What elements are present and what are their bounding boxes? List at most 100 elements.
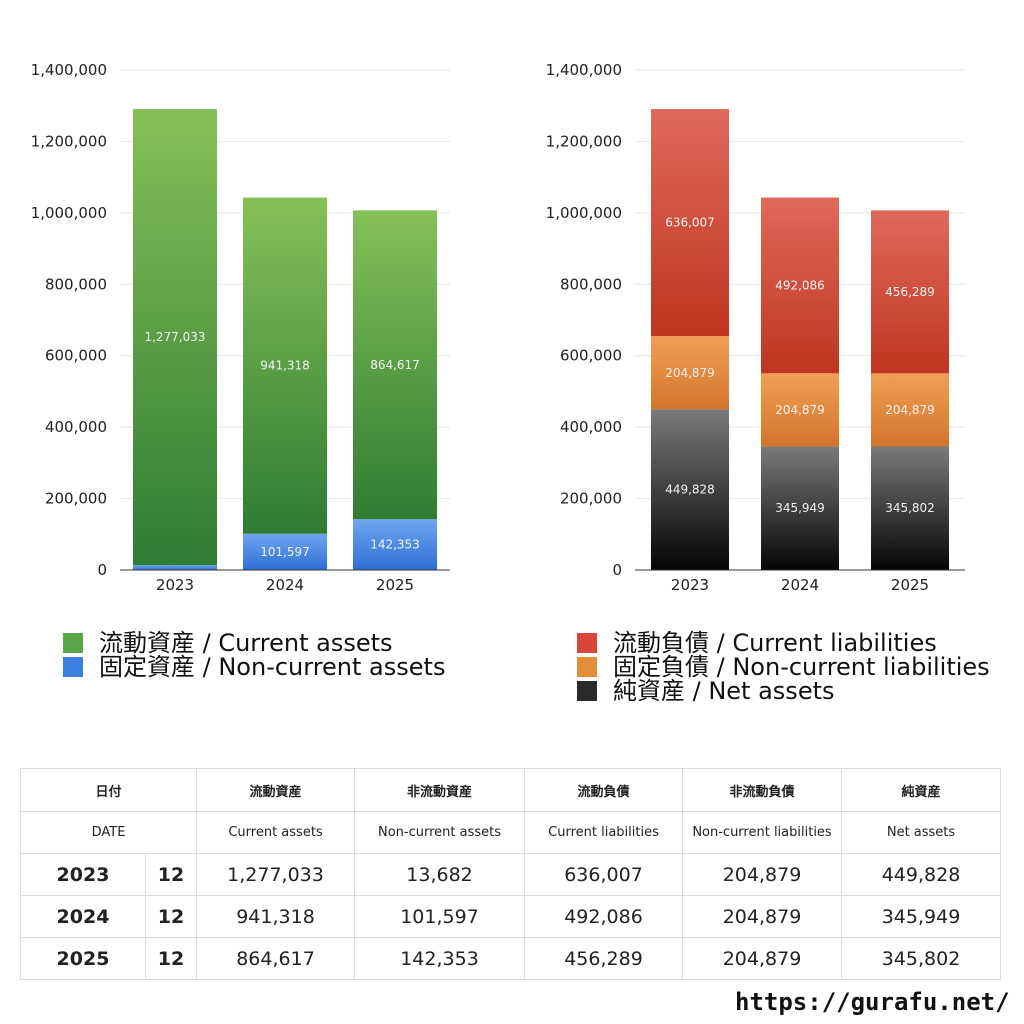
y-tick-label: 400,000 <box>560 418 622 436</box>
assets-legend: 流動資産 / Current assets 固定資産 / Non-current… <box>63 631 445 679</box>
cell-non-current-liabilities: 204,879 <box>682 853 843 896</box>
header-c3-en: Current liabilities <box>524 811 684 854</box>
bar-current-assets <box>353 210 437 520</box>
y-tick-label: 1,000,000 <box>31 204 107 222</box>
data-label: 101,597 <box>260 545 310 559</box>
y-tick-label: 600,000 <box>560 347 622 365</box>
header-c1-en: Current assets <box>196 811 356 854</box>
cell-current-assets: 864,617 <box>196 937 356 980</box>
cell-non-current-liabilities: 204,879 <box>682 937 843 980</box>
legend-item-non-current-assets: 固定資産 / Non-current assets <box>63 655 445 679</box>
cell-net-assets: 449,828 <box>841 853 1002 896</box>
row-month: 12 <box>144 937 198 980</box>
data-label: 449,828 <box>665 483 715 497</box>
cell-current-liabilities: 636,007 <box>524 853 684 896</box>
data-label: 1,277,033 <box>144 330 205 344</box>
x-tick-label: 2024 <box>266 576 304 594</box>
cell-non-current-assets: 101,597 <box>354 895 526 938</box>
data-label: 492,086 <box>775 278 825 292</box>
bar-non-current-liabilities <box>761 373 839 447</box>
bar-current-assets <box>243 197 327 534</box>
legend-swatch <box>577 657 597 677</box>
bar-net-assets <box>651 409 729 570</box>
x-tick-label: 2024 <box>781 576 819 594</box>
legend-swatch <box>63 657 83 677</box>
header-c5-en: Net assets <box>841 811 1002 854</box>
y-tick-label: 400,000 <box>45 418 107 436</box>
y-tick-label: 800,000 <box>560 275 622 293</box>
data-label: 456,289 <box>885 285 935 299</box>
y-tick-label: 1,000,000 <box>546 204 622 222</box>
legend-swatch <box>577 633 597 653</box>
row-year: 2025 <box>20 937 146 980</box>
legend-label: 純資産 / Net assets <box>613 677 835 705</box>
y-tick-label: 0 <box>612 561 622 579</box>
data-table: 日付 流動資産 非流動資産 流動負債 非流動負債 純資産 DATE Curren… <box>19 768 1002 980</box>
header-date-en: DATE <box>19 811 198 854</box>
legend-item-non-current-liabilities: 固定負債 / Non-current liabilities <box>577 655 990 679</box>
y-tick-label: 1,200,000 <box>546 132 622 150</box>
data-label: 204,879 <box>665 366 715 380</box>
cell-non-current-assets: 142,353 <box>354 937 526 980</box>
data-label: 941,318 <box>260 359 310 373</box>
header-c3-ja: 流動負債 <box>524 768 684 812</box>
cell-current-assets: 941,318 <box>196 895 356 938</box>
bar-non-current-assets <box>353 519 437 570</box>
cell-current-assets: 1,277,033 <box>196 853 356 896</box>
bar-current-liabilities <box>761 197 839 374</box>
row-year: 2023 <box>20 853 146 896</box>
table-row: 2023 12 1,277,033 13,682 636,007 204,879… <box>20 853 1002 896</box>
header-c4-ja: 非流動負債 <box>682 768 843 812</box>
charts-canvas: 0 200,000 400,000 600,000 800,000 1,000,000 1,… <box>31 61 965 594</box>
legend-item-current-liabilities: 流動負債 / Current liabilities <box>577 631 990 655</box>
legend-swatch <box>577 681 597 701</box>
cell-current-liabilities: 492,086 <box>524 895 684 938</box>
liabilities-chart: 0 200,000 400,000 600,000 800,000 1,000,000 1,… <box>546 61 965 594</box>
x-tick-label: 2025 <box>891 576 929 594</box>
y-tick-label: 600,000 <box>45 347 107 365</box>
data-label: 636,007 <box>665 216 715 230</box>
cell-current-liabilities: 456,289 <box>524 937 684 980</box>
y-tick-label: 800,000 <box>45 275 107 293</box>
header-c2-en: Non-current assets <box>354 811 526 854</box>
bar-current-liabilities <box>651 109 729 337</box>
bar-non-current-liabilities <box>871 373 949 447</box>
y-tick-label: 1,400,000 <box>31 61 107 79</box>
header-c2-ja: 非流動資産 <box>354 768 526 812</box>
table-row: 2024 12 941,318 101,597 492,086 204,879 … <box>20 895 1002 938</box>
legend-swatch <box>63 633 83 653</box>
bar-net-assets <box>871 446 949 570</box>
row-month: 12 <box>144 895 198 938</box>
header-c5-ja: 純資産 <box>841 768 1002 812</box>
bar-current-liabilities <box>871 210 949 374</box>
header-c1-ja: 流動資産 <box>196 768 356 812</box>
table-header-en: DATE Current assets Non-current assets C… <box>19 811 1002 854</box>
x-tick-label: 2023 <box>671 576 709 594</box>
bar-non-current-liabilities <box>651 336 729 410</box>
header-c4-en: Non-current liabilities <box>682 811 843 854</box>
x-tick-label: 2025 <box>376 576 414 594</box>
data-label: 345,949 <box>775 501 825 515</box>
row-year: 2024 <box>20 895 146 938</box>
data-label: 864,617 <box>370 358 420 372</box>
data-label: 142,353 <box>370 538 420 552</box>
legend-label: 固定負債 / Non-current liabilities <box>613 653 990 681</box>
y-tick-label: 1,200,000 <box>31 132 107 150</box>
cell-non-current-liabilities: 204,879 <box>682 895 843 938</box>
data-label: 204,879 <box>775 403 825 417</box>
table-row: 2025 12 864,617 142,353 456,289 204,879 … <box>20 937 1002 980</box>
x-tick-label: 2023 <box>156 576 194 594</box>
legend-item-current-assets: 流動資産 / Current assets <box>63 631 445 655</box>
bar-current-assets <box>133 109 217 566</box>
bar-non-current-assets <box>133 565 217 570</box>
legend-label: 流動資産 / Current assets <box>99 629 393 657</box>
cell-non-current-assets: 13,682 <box>354 853 526 896</box>
data-label: 345,802 <box>885 501 935 515</box>
site-url: https://gurafu.net/ <box>735 988 1010 1016</box>
y-tick-label: 200,000 <box>560 490 622 508</box>
y-tick-label: 200,000 <box>45 490 107 508</box>
data-label: 204,879 <box>885 403 935 417</box>
cell-net-assets: 345,949 <box>841 895 1002 938</box>
cell-net-assets: 345,802 <box>841 937 1002 980</box>
liabilities-legend: 流動負債 / Current liabilities 固定負債 / Non-cu… <box>577 631 990 703</box>
